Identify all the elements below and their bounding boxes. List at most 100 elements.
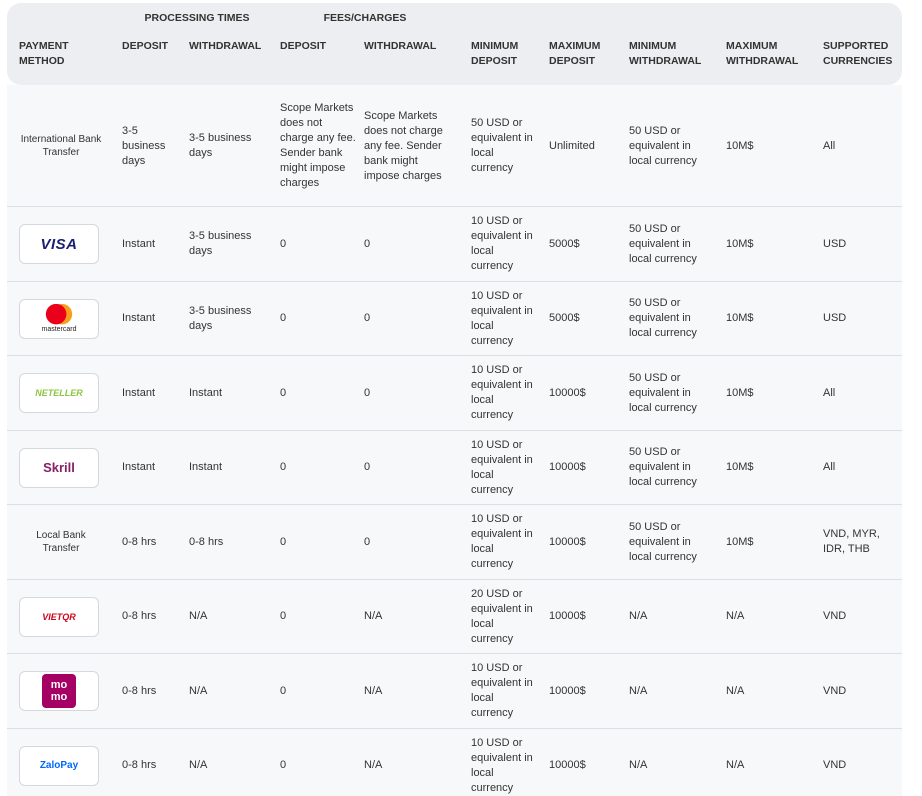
table-cell: 0 (280, 535, 287, 548)
table-cell: USD (823, 237, 847, 250)
table-cell: 10000$ (549, 610, 586, 623)
table-cell: 5000$ (549, 237, 580, 250)
table-cell: Scope Markets does not charge any fee. S… (280, 102, 356, 189)
table-cell: Instant (189, 386, 223, 399)
table-cell: N/A (726, 610, 745, 623)
logo-text: VIETQR (42, 611, 76, 622)
table-cell: N/A (189, 610, 208, 623)
table-cell: 10M$ (726, 535, 754, 548)
table-cell: 0 (280, 610, 287, 623)
table-cell: N/A (629, 610, 648, 623)
column-header: MINIMUM DEPOSIT (471, 40, 519, 67)
table-cell: 0 (280, 237, 287, 250)
logo-text: Skrill (43, 460, 75, 476)
table-cell: N/A (629, 684, 648, 697)
header-group-band (7, 3, 902, 31)
table-cell: Instant (189, 461, 223, 474)
table-cell: 0 (364, 386, 371, 399)
column-header: WITHDRAWAL (364, 40, 437, 52)
table-cell: 0 (364, 535, 371, 548)
table-cell: 0 (280, 386, 287, 399)
payment-logo: momo (19, 671, 99, 712)
column-header: DEPOSIT (122, 40, 169, 52)
column-header: WITHDRAWAL (189, 40, 262, 52)
payment-logo: ZaloPay (19, 745, 99, 786)
table-cell: 0-8 hrs (122, 684, 157, 697)
table-cell: 10000$ (549, 461, 586, 474)
table-row (7, 505, 902, 580)
payment-method: International Bank Transfer (20, 134, 102, 158)
column-header: MINIMUM WITHDRAWAL (629, 40, 702, 67)
table-cell: 0 (280, 461, 287, 474)
table-cell: Instant (122, 237, 156, 250)
table-row (7, 430, 902, 505)
table-cell: 50 USD or equivalent in local currency (629, 446, 697, 489)
table-cell: 0 (364, 237, 371, 250)
table-cell: Scope Markets does not charge any fee. S… (364, 109, 443, 182)
payment-logo: Skrill (19, 447, 99, 488)
table-cell: N/A (629, 759, 648, 772)
table-cell: 10 USD or equivalent in local currency (471, 215, 533, 273)
logo-text: NETELLER (35, 388, 83, 399)
table-cell: VND (823, 610, 847, 623)
table-cell: 10M$ (726, 386, 754, 399)
table-cell: All (823, 139, 836, 152)
column-header: SUPPORTED CURRENCIES (823, 40, 893, 67)
table-cell: 0-8 hrs (122, 610, 157, 623)
table-cell: N/A (726, 684, 745, 697)
table-cell: N/A (364, 759, 383, 772)
table-row (7, 579, 902, 654)
payment-logo: VISA (19, 224, 99, 265)
table-cell: 10000$ (549, 684, 586, 697)
table-cell: 10 USD or equivalent in local currency (471, 736, 533, 794)
table-row (7, 356, 902, 431)
table-cell: Unlimited (549, 139, 595, 152)
table-cell: 3-5 business days (189, 230, 252, 258)
table-cell: Instant (122, 312, 156, 325)
payment-logo: mastercard (19, 298, 99, 339)
table-cell: 50 USD or equivalent in local currency (629, 371, 697, 414)
table-cell: 0-8 hrs (122, 759, 157, 772)
column-header: DEPOSIT (280, 40, 327, 52)
table-cell: 10 USD or equivalent in local currency (471, 438, 533, 496)
table-cell: 3-5 business days (189, 304, 252, 332)
table-cell: 10 USD or equivalent in local currency (471, 364, 533, 422)
table-cell: N/A (364, 684, 383, 697)
table-cell: USD (823, 312, 847, 325)
table-cell: 10M$ (726, 461, 754, 474)
logo-text: momo (42, 674, 76, 709)
table-cell: 10 USD or equivalent in local currency (471, 289, 533, 347)
group-header: PROCESSING TIMES (144, 12, 250, 24)
table-cell: N/A (189, 759, 208, 772)
table-cell: 10 USD or equivalent in local currency (471, 513, 533, 571)
table-cell: 50 USD or equivalent in local currency (629, 222, 697, 265)
table-cell: 3-5 business days (189, 132, 252, 159)
table-cell: N/A (189, 684, 208, 697)
table-cell: All (823, 461, 836, 474)
table-cell: 50 USD or equivalent in local currency (629, 520, 697, 563)
logo-text: VISA (40, 235, 78, 253)
table-cell: 10000$ (549, 759, 586, 772)
payment-logo: NETELLER (19, 373, 99, 414)
table-cell: 0 (364, 312, 371, 325)
table-cell: N/A (364, 610, 383, 623)
table-row (7, 85, 902, 207)
group-header: FEES/CHARGES (323, 12, 407, 24)
table-cell: 10000$ (549, 386, 586, 399)
table-cell: 50 USD or equivalent in local currency (629, 297, 697, 340)
table-cell: VND, MYR, IDR, THB (823, 528, 880, 556)
table-cell: 10000$ (549, 535, 586, 548)
table-cell: 0 (364, 461, 371, 474)
logo-text: ZaloPay (39, 760, 79, 772)
table-cell: VND (823, 684, 847, 697)
payment-method: Local Bank Transfer (36, 530, 86, 555)
table-cell: 0 (280, 684, 287, 697)
header-band (7, 30, 902, 85)
table-cell: 0 (280, 759, 287, 772)
table-cell: 0-8 hrs (189, 535, 224, 548)
column-header: MAXIMUM WITHDRAWAL (726, 40, 799, 67)
table-cell: N/A (726, 759, 745, 772)
table-cell: Instant (122, 386, 156, 399)
table-cell: 20 USD or equivalent in local currency (471, 587, 533, 645)
